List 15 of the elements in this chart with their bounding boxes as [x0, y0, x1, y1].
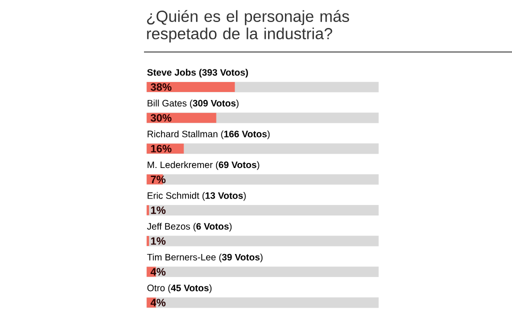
- y-tick-label: Tim Berners-Lee (39 Votos): [147, 254, 263, 262]
- chart-title: ¿Quién es el personaje más respetado de la industria?: [147, 10, 350, 42]
- data-label: 30%: [150, 114, 172, 122]
- data-label: 16%: [151, 144, 172, 152]
- bar: [146, 112, 216, 123]
- y-tick-label: Eric Schmidt (13 Votos): [148, 192, 246, 201]
- data-label: 1%: [151, 206, 166, 214]
- y-tick-label: M. Lederkremer (69 Votos): [148, 161, 260, 170]
- y-tick-label: Jeff Bezos (6 Votos): [147, 222, 232, 232]
- y-tick-label: Otro (45 Votos): [147, 284, 212, 294]
- y-tick-label: Bill Gates (309 Votos): [148, 100, 239, 108]
- y-tick-label: Steve Jobs (393 Votos): [147, 68, 248, 78]
- y-tick-label: Richard Stallman (166 Votos): [148, 130, 270, 140]
- data-label: 1%: [151, 237, 166, 245]
- data-label: 38%: [150, 83, 172, 91]
